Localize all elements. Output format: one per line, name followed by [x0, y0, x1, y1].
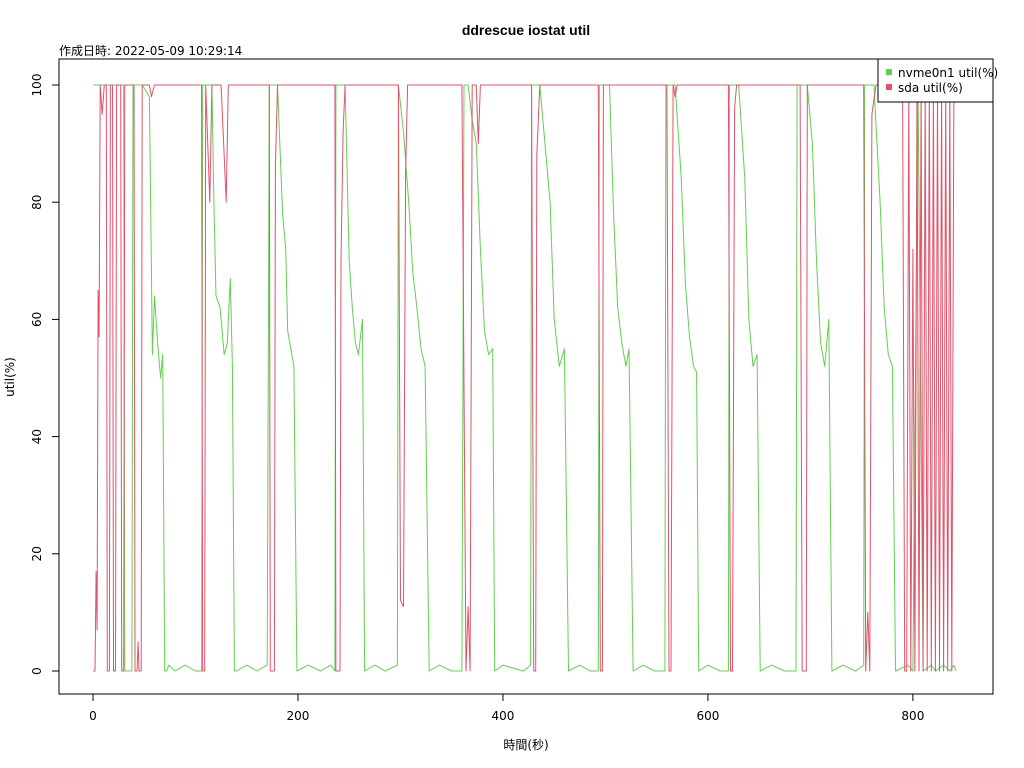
legend-label-sda: sda util(%): [898, 81, 963, 95]
x-axis-label: 時間(秒): [503, 738, 548, 752]
x-tick-label-200: 200: [287, 709, 310, 723]
y-tick-label-0: 0: [30, 667, 44, 675]
chart-title: ddrescue iostat util: [462, 22, 590, 38]
legend-swatch-sda: [886, 84, 892, 90]
x-tick-label-400: 400: [491, 709, 514, 723]
legend-box: [877, 58, 994, 103]
chart-subtitle: 作成日時: 2022-05-09 10:29:14: [59, 44, 242, 58]
series-line-sda: [93, 84, 956, 672]
y-axis: 0 20 40 60 80 100: [30, 74, 60, 675]
x-tick-label-600: 600: [696, 709, 719, 723]
x-tick-label-800: 800: [901, 709, 924, 723]
y-tick-label-40: 40: [30, 429, 44, 444]
x-tick-label-0: 0: [89, 709, 97, 723]
y-tick-label-20: 20: [30, 546, 44, 561]
y-tick-label-100: 100: [30, 74, 44, 97]
legend-swatch-nvme0n1: [886, 69, 892, 75]
series-line-nvme0n1: [93, 84, 957, 672]
x-axis: 0 200 400 600 800: [89, 693, 924, 723]
legend: nvme0n1 util(%) sda util(%): [877, 58, 998, 103]
y-axis-label: util(%): [3, 357, 17, 397]
y-tick-label-80: 80: [30, 195, 44, 210]
y-tick-label-60: 60: [30, 312, 44, 327]
legend-label-nvme0n1: nvme0n1 util(%): [898, 66, 998, 80]
plot-lines: [93, 84, 957, 672]
